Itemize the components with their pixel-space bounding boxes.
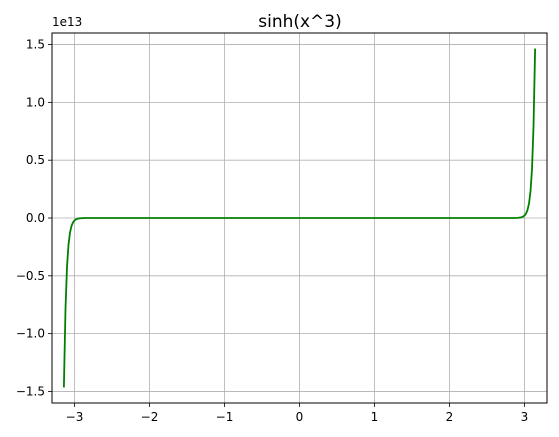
x-axis-ticks: −3 −2 −1 0 1 2 3: [66, 403, 529, 424]
y-tick-label: −0.5: [16, 269, 45, 283]
x-tick-label: 1: [371, 410, 379, 424]
y-tick-label: 0.5: [26, 153, 45, 167]
chart-title: sinh(x^3): [258, 12, 342, 32]
x-tick-label: −3: [66, 410, 84, 424]
y-axis-ticks: −1.5 −1.0 −0.5 0.0 0.5 1.0 1.5: [16, 38, 52, 399]
y-tick-label: −1.5: [16, 384, 45, 398]
y-tick-label: 0.0: [26, 211, 45, 225]
x-tick-label: −1: [216, 410, 234, 424]
y-tick-label: −1.0: [16, 327, 45, 341]
x-tick-label: 2: [446, 410, 454, 424]
x-tick-label: 3: [521, 410, 529, 424]
y-tick-label: 1.0: [26, 95, 45, 109]
y-tick-label: 1.5: [26, 38, 45, 52]
y-offset-label: 1e13: [52, 15, 82, 29]
x-tick-label: −2: [141, 410, 159, 424]
x-tick-label: 0: [296, 410, 304, 424]
